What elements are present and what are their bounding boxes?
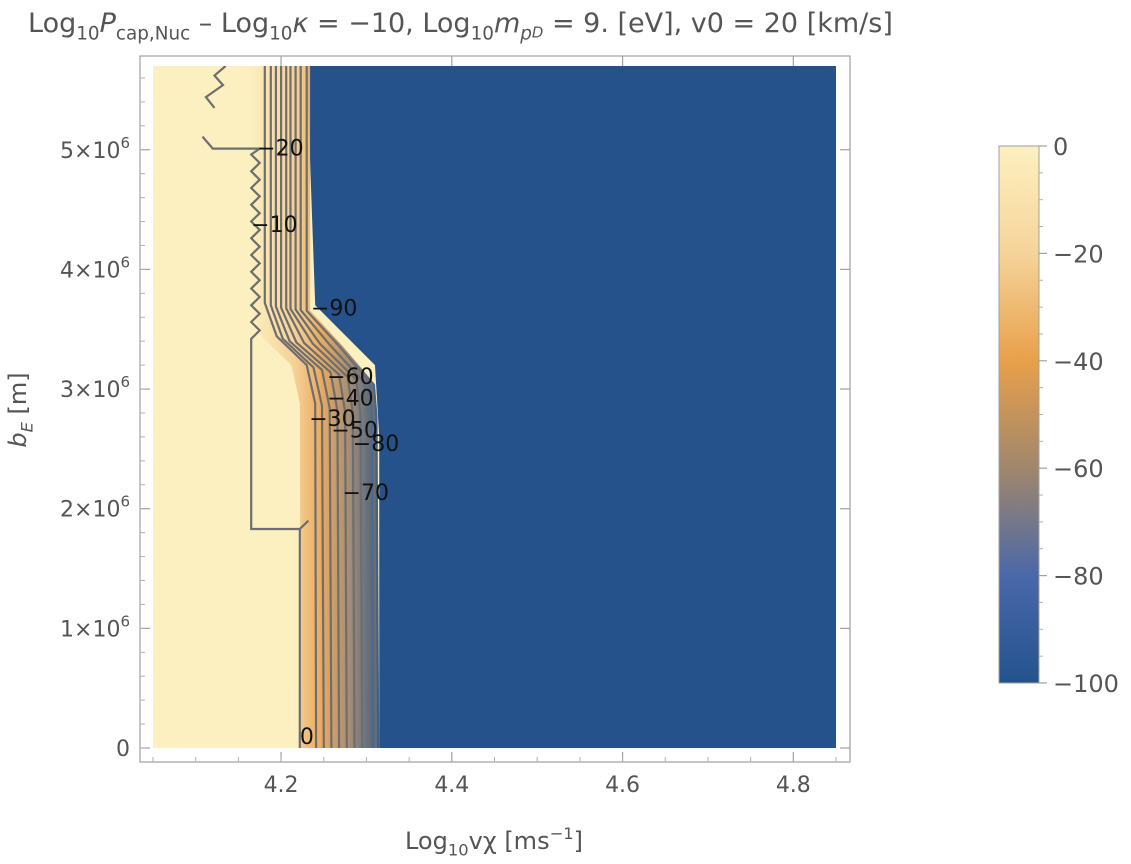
x-tick-label: 4.6: [605, 773, 640, 798]
contour-labels: 0 −10 −20 −30−40 −50 −60 −70 −80 −90: [251, 136, 399, 750]
colorbar-ticks: 0 −20 −40 −60 −80 −100: [1039, 133, 1119, 698]
contour-line: [201, 135, 300, 531]
y-tick-label: 1×106: [60, 612, 130, 642]
contour-label: −30: [309, 407, 355, 432]
contour-line: [305, 66, 377, 748]
colorbar-tick-label: −20: [1053, 240, 1104, 268]
contour-line: [204, 66, 227, 109]
y-tick-label: 4×106: [60, 253, 130, 283]
contour-label: −20: [257, 136, 303, 161]
chart-title: Log10​Pcap,Nuc​ – Log10​κ = −10, Log10​m…: [28, 8, 893, 45]
colorbar-tick-label: −40: [1053, 348, 1104, 376]
colorbar-bar: [998, 145, 1040, 684]
contour-label: −80: [353, 432, 399, 457]
colorbar-tick-label: −80: [1053, 563, 1104, 591]
colorbar-tick-label: −100: [1053, 670, 1119, 698]
contour-label: −90: [311, 297, 357, 322]
contour-label: −40: [327, 386, 373, 411]
contour-line: [274, 66, 333, 748]
x-axis-label: Log10​vχ [ms−1​]: [405, 824, 583, 860]
x-tick-label: 4.8: [776, 773, 811, 798]
contour-line: [289, 66, 356, 748]
contour-line: [299, 66, 371, 748]
contour-line: [285, 66, 348, 748]
contour-line: [269, 66, 325, 748]
y-tick-label: 5×106: [60, 134, 130, 164]
contour-label: −10: [251, 213, 297, 238]
contour-line: [263, 66, 318, 748]
contour-label: −60: [327, 365, 373, 390]
x-tick-label: 4.4: [434, 773, 469, 798]
contour-label: 0: [300, 725, 314, 750]
colorbar: 0 −20 −40 −60 −80 −100: [998, 133, 1119, 698]
contour-line: [280, 66, 341, 748]
x-tick-label: 4.2: [264, 773, 299, 798]
y-tick-label: 3×106: [60, 373, 130, 403]
y-axis-ticks: 0 1×106 2×106 3×106 4×106 5×106: [60, 77, 850, 762]
contour-label: −70: [343, 481, 389, 506]
colorbar-tick-label: −60: [1053, 455, 1104, 483]
y-axis-label: bE​ [m]: [4, 372, 37, 447]
contour-lines: [201, 66, 377, 748]
contour-label: −50: [331, 419, 377, 444]
y-tick-label: 0: [116, 737, 130, 762]
contour-line: [294, 66, 364, 748]
colorbar-tick-label: 0: [1053, 133, 1068, 161]
x-axis-ticks: 4.2 4.4 4.6 4.8: [152, 56, 837, 798]
y-tick-label: 2×106: [60, 493, 130, 523]
